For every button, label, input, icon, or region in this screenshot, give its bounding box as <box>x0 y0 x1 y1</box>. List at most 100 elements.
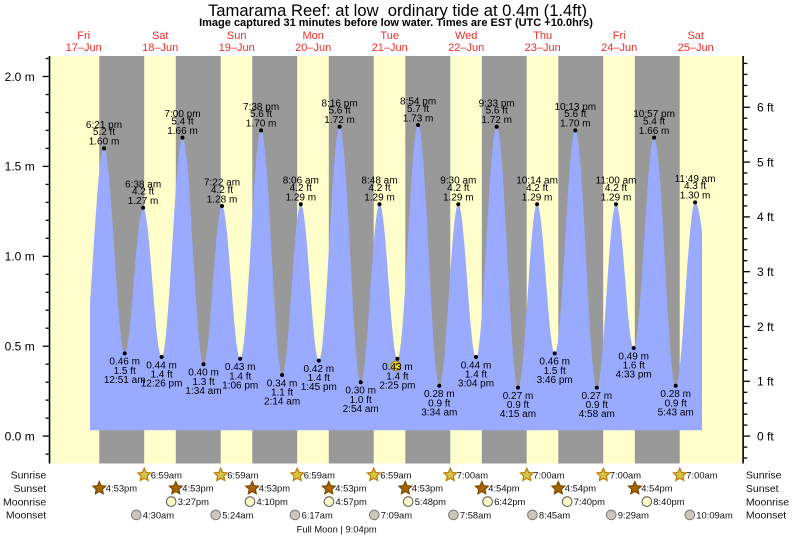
svg-text:1.29 m: 1.29 m <box>364 193 395 204</box>
svg-text:0.5 m: 0.5 m <box>5 340 35 354</box>
svg-text:1.4 ft: 1.4 ft <box>465 370 487 381</box>
svg-text:0.43 m: 0.43 m <box>225 362 256 373</box>
svg-text:7:22 am: 7:22 am <box>204 178 240 189</box>
svg-text:Fri: Fri <box>77 30 90 42</box>
svg-text:4.2 ft: 4.2 ft <box>132 187 154 198</box>
svg-text:24–Jun: 24–Jun <box>601 42 637 54</box>
svg-text:0.44 m: 0.44 m <box>461 360 492 371</box>
svg-text:9:30 am: 9:30 am <box>440 176 476 187</box>
svg-text:18–Jun: 18–Jun <box>142 42 178 54</box>
svg-text:4:53pm: 4:53pm <box>412 483 443 494</box>
svg-text:4:57pm: 4:57pm <box>336 496 367 507</box>
svg-text:7:00am: 7:00am <box>457 469 488 480</box>
svg-text:4:33 pm: 4:33 pm <box>616 370 652 381</box>
svg-text:1.29 m: 1.29 m <box>522 193 553 204</box>
svg-text:4:53pm: 4:53pm <box>259 483 290 494</box>
svg-text:5.6 ft: 5.6 ft <box>564 109 586 120</box>
svg-text:11:49 am: 11:49 am <box>675 174 716 185</box>
svg-text:3:34 am: 3:34 am <box>421 407 457 418</box>
svg-text:0.9 ft: 0.9 ft <box>507 400 529 411</box>
svg-text:5.7 ft: 5.7 ft <box>407 104 429 115</box>
svg-text:3:04 pm: 3:04 pm <box>458 379 494 390</box>
svg-text:1.29 m: 1.29 m <box>286 193 317 204</box>
svg-text:4:15 am: 4:15 am <box>500 409 536 420</box>
svg-text:1.28 m: 1.28 m <box>207 194 238 205</box>
svg-text:0.46 m: 0.46 m <box>109 357 140 368</box>
svg-text:0.9 ft: 0.9 ft <box>586 400 608 411</box>
svg-text:1.72 m: 1.72 m <box>324 115 355 126</box>
svg-text:3 ft: 3 ft <box>757 265 774 279</box>
svg-text:0.28 m: 0.28 m <box>424 389 455 400</box>
svg-text:0.46 m: 0.46 m <box>539 357 570 368</box>
svg-text:6:38 am: 6:38 am <box>125 179 161 190</box>
svg-text:10:57 pm: 10:57 pm <box>633 109 675 120</box>
svg-text:1.70 m: 1.70 m <box>560 119 591 130</box>
svg-text:17–Jun: 17–Jun <box>66 42 102 54</box>
svg-text:Thu: Thu <box>533 30 552 42</box>
svg-text:10:14 am: 10:14 am <box>516 176 558 187</box>
svg-text:12:26 pm: 12:26 pm <box>141 379 183 390</box>
svg-text:4:58 am: 4:58 am <box>579 409 615 420</box>
svg-text:1.4 ft: 1.4 ft <box>150 370 172 381</box>
svg-text:12:51 am: 12:51 am <box>104 375 146 386</box>
svg-text:Tamarama Reef: at low ordinar: Tamarama Reef: at low ordinary tide at 0… <box>208 1 587 20</box>
svg-text:1.30 m: 1.30 m <box>680 191 711 202</box>
svg-text:2:14 am: 2:14 am <box>264 397 300 408</box>
svg-text:2.0 m: 2.0 m <box>5 70 35 84</box>
svg-text:1:34 am: 1:34 am <box>185 386 221 397</box>
svg-text:1.4 ft: 1.4 ft <box>229 371 251 382</box>
svg-text:1.70 m: 1.70 m <box>246 119 277 130</box>
svg-text:1.0 ft: 1.0 ft <box>350 395 372 406</box>
svg-text:6:59am: 6:59am <box>304 469 335 480</box>
svg-text:1.1 ft: 1.1 ft <box>271 388 293 399</box>
svg-text:4.3 ft: 4.3 ft <box>684 181 706 192</box>
svg-text:6:59am: 6:59am <box>151 469 182 480</box>
svg-text:5.6 ft: 5.6 ft <box>328 106 350 117</box>
svg-text:6:59am: 6:59am <box>380 469 411 480</box>
svg-text:7:00am: 7:00am <box>686 469 717 480</box>
svg-text:8:16 pm: 8:16 pm <box>322 98 358 109</box>
svg-text:1.5 ft: 1.5 ft <box>544 366 566 377</box>
svg-text:1.72 m: 1.72 m <box>481 115 512 126</box>
svg-text:Sunrise: Sunrise <box>11 470 47 482</box>
svg-text:7:38 pm: 7:38 pm <box>243 102 279 113</box>
svg-text:0.44 m: 0.44 m <box>146 360 177 371</box>
svg-text:0.9 ft: 0.9 ft <box>428 398 450 409</box>
svg-text:Sat: Sat <box>152 30 169 42</box>
svg-text:1.6 ft: 1.6 ft <box>623 361 645 372</box>
svg-text:5.6 ft: 5.6 ft <box>250 109 272 120</box>
svg-text:8:54 pm: 8:54 pm <box>400 97 436 108</box>
svg-text:Moonset: Moonset <box>746 510 786 522</box>
svg-text:1.4 ft: 1.4 ft <box>308 373 330 384</box>
svg-text:0.9 ft: 0.9 ft <box>665 398 687 409</box>
svg-text:5.4 ft: 5.4 ft <box>643 116 665 127</box>
svg-text:0.27 m: 0.27 m <box>503 391 534 402</box>
svg-text:1.29 m: 1.29 m <box>601 193 632 204</box>
svg-text:1.3 ft: 1.3 ft <box>192 377 214 388</box>
svg-text:4:10pm: 4:10pm <box>257 496 288 507</box>
svg-text:0.40 m: 0.40 m <box>188 368 219 379</box>
svg-text:Image captured 31 minutes befo: Image captured 31 minutes before low wat… <box>199 17 593 29</box>
svg-text:6:59am: 6:59am <box>227 469 258 480</box>
svg-text:Sat: Sat <box>687 30 704 42</box>
svg-text:5.2 ft: 5.2 ft <box>93 127 115 138</box>
svg-text:0.0 m: 0.0 m <box>5 429 35 443</box>
svg-text:7:00am: 7:00am <box>533 469 564 480</box>
svg-text:11:00 am: 11:00 am <box>596 176 637 187</box>
svg-text:20–Jun: 20–Jun <box>295 42 331 54</box>
svg-text:0.30 m: 0.30 m <box>345 386 376 397</box>
svg-text:4.2 ft: 4.2 ft <box>605 183 627 194</box>
svg-text:6:17am: 6:17am <box>302 509 333 520</box>
svg-text:1.60 m: 1.60 m <box>89 137 120 148</box>
svg-text:5:43 am: 5:43 am <box>658 407 694 418</box>
svg-text:1 ft: 1 ft <box>757 375 774 389</box>
svg-text:3:27pm: 3:27pm <box>178 496 209 507</box>
svg-text:8:45am: 8:45am <box>539 509 570 520</box>
svg-text:2:54 am: 2:54 am <box>343 404 379 415</box>
svg-text:1.29 m: 1.29 m <box>443 193 474 204</box>
svg-text:Tue: Tue <box>380 30 399 42</box>
svg-text:9:33 pm: 9:33 pm <box>479 98 515 109</box>
svg-text:4:54pm: 4:54pm <box>488 483 519 494</box>
svg-text:4.2 ft: 4.2 ft <box>368 183 390 194</box>
svg-text:7:58am: 7:58am <box>460 509 491 520</box>
